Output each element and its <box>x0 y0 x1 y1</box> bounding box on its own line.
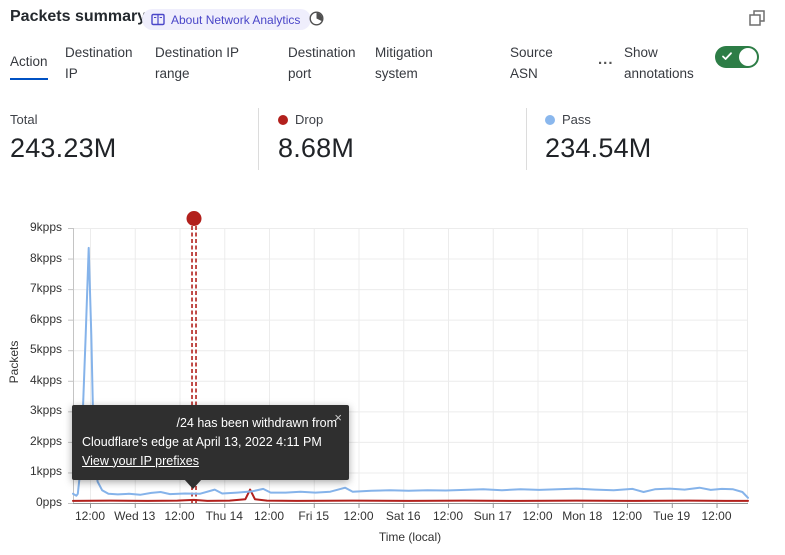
y-tick-label: 0pps <box>35 495 62 509</box>
annotation-tooltip: × /24 has been withdrawn from Cloudflare… <box>72 405 349 490</box>
tooltip-arrow <box>184 479 202 490</box>
x-tick-label: Tue 19 <box>653 509 691 523</box>
tab-destination-port[interactable]: Destination port <box>288 45 356 81</box>
y-tick-label: 4kpps <box>29 372 62 387</box>
about-badge-label: About Network Analytics <box>171 12 301 27</box>
dimension-tabs: Action Destination IP Destination IP range… <box>10 43 775 95</box>
more-tabs-button[interactable]: ... <box>598 51 614 68</box>
y-tick-label: 3kpps <box>29 403 62 418</box>
tab-mitigation-system[interactable]: Mitigation system <box>375 45 433 81</box>
pass-series-line <box>72 246 749 499</box>
show-annotations-label: Show annotations <box>624 45 694 81</box>
tab-action[interactable]: Action <box>10 52 48 80</box>
stat-drop-label: Drop <box>295 112 324 127</box>
x-tick-label: Mon 18 <box>562 509 603 523</box>
y-tick-label: 6kpps <box>29 311 62 326</box>
x-axis-title: Time (local) <box>378 530 442 544</box>
stat-drop: Drop 8.68M <box>278 112 354 164</box>
tab-source-asn[interactable]: Source ASN <box>510 45 553 81</box>
x-tick-label: 12:00 <box>164 509 195 523</box>
page-title: Packets summary <box>10 8 147 25</box>
y-tick-label: 1kpps <box>29 464 62 479</box>
y-tick-label: 8kpps <box>29 250 62 265</box>
x-tick-label: Sat 16 <box>385 509 421 523</box>
tooltip-text-line1: /24 has been withdrawn from <box>176 416 337 430</box>
drop-legend-dot <box>278 114 288 125</box>
stat-pass-value: 234.54M <box>545 133 652 163</box>
x-tick-label: 12:00 <box>433 509 464 523</box>
tab-destination-ip[interactable]: Destination IP <box>65 45 133 81</box>
annotation-dot[interactable] <box>186 211 202 226</box>
plot-area[interactable] <box>68 211 749 508</box>
check-icon <box>722 52 732 60</box>
stat-drop-value: 8.68M <box>278 133 355 163</box>
x-tick-label: 12:00 <box>343 509 374 523</box>
drop-series-line <box>72 488 749 502</box>
expand-panel-icon[interactable] <box>748 9 766 32</box>
tooltip-close-icon[interactable]: × <box>334 410 342 425</box>
stat-pass-label: Pass <box>562 112 591 127</box>
x-tick-label: Thu 14 <box>205 509 243 523</box>
stat-total-label: Total <box>10 112 38 127</box>
view-ip-prefixes-link[interactable]: View your IP prefixes <box>82 453 199 468</box>
about-network-analytics-badge[interactable]: About Network Analytics <box>142 9 312 30</box>
x-tick-label: 12:00 <box>701 509 732 523</box>
x-tick-label: 12:00 <box>253 509 285 523</box>
tab-destination-ip-range[interactable]: Destination IP range <box>155 45 239 81</box>
x-tick-label: 12:00 <box>522 509 553 523</box>
y-tick-label: 7kpps <box>29 281 62 296</box>
stat-total-value: 243.23M <box>10 133 117 163</box>
stat-pass: Pass 234.54M <box>545 112 651 164</box>
stat-total: Total 243.23M <box>10 112 116 164</box>
toggle-knob <box>739 48 757 66</box>
y-tick-label: 2kpps <box>29 433 62 448</box>
pass-legend-dot <box>545 114 555 125</box>
stat-divider <box>526 108 527 170</box>
x-tick-label: 12:00 <box>612 509 643 523</box>
x-tick-label: Sun 17 <box>473 509 512 523</box>
x-tick-label: Fri 15 <box>298 509 330 523</box>
y-tick-label: 9kpps <box>29 220 62 234</box>
show-annotations-toggle[interactable] <box>715 46 759 68</box>
packets-time-series-chart: Packets Time (local) × /24 has been with… <box>0 200 785 555</box>
x-tick-label: Wed 13 <box>114 509 156 523</box>
book-icon <box>151 13 165 26</box>
time-range-icon[interactable] <box>308 10 325 32</box>
tooltip-text-line2: Cloudflare's edge at April 13, 2022 4:11… <box>82 434 322 449</box>
x-tick-label: 12:00 <box>74 509 106 523</box>
y-tick-label: 5kpps <box>29 342 62 357</box>
stat-divider <box>258 108 259 170</box>
